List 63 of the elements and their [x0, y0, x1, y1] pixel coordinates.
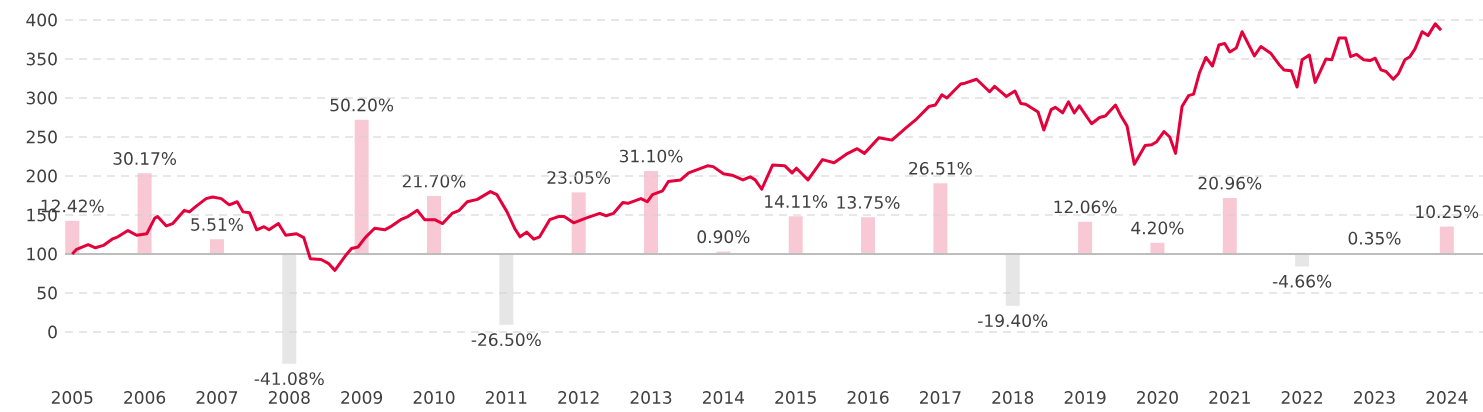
data-label: 23.05%	[547, 171, 611, 184]
bar	[1439, 226, 1454, 254]
bar	[426, 196, 441, 254]
x-tick-label: 2016	[847, 391, 889, 404]
data-label: 5.51%	[191, 218, 243, 231]
x-tick-label: 2007	[196, 391, 238, 404]
x-tick-label: 2005	[51, 391, 93, 404]
data-label: 4.20%	[1131, 221, 1184, 235]
x-tick-label: 2020	[1137, 391, 1178, 404]
y-tick-label: 400	[26, 13, 57, 27]
x-tick-label: 2010	[413, 391, 455, 404]
bar	[1005, 253, 1020, 306]
x-tick-label: 2019	[1064, 391, 1106, 404]
x-tick-label: 2023	[1354, 391, 1395, 404]
bar	[354, 119, 369, 254]
x-tick-label: 2008	[268, 391, 310, 404]
bar	[65, 220, 80, 254]
data-label: -19.40%	[978, 314, 1048, 328]
x-tick-label: 2021	[1209, 391, 1250, 404]
x-tick-label: 2014	[702, 391, 745, 404]
x-tick-label: 2017	[920, 391, 961, 404]
x-tick-label: 2022	[1281, 391, 1323, 404]
data-label: 14.11%	[765, 195, 828, 208]
x-tick-label: 2006	[124, 391, 166, 404]
x-tick-label: 2024	[1426, 391, 1468, 404]
y-tick-label: 50	[37, 286, 57, 300]
x-tick-label: 2011	[485, 391, 527, 404]
data-label: 13.75%	[837, 196, 900, 209]
x-tick-label: 2013	[630, 391, 672, 404]
data-label: 0.90%	[697, 230, 750, 244]
y-tick-label: 200	[26, 169, 57, 183]
bar	[644, 170, 659, 254]
bar	[499, 253, 514, 325]
data-label: 30.17%	[113, 152, 177, 165]
data-label: 20.96%	[1198, 176, 1262, 190]
data-label: 50.20%	[330, 98, 394, 112]
y-tick-label: 0	[48, 325, 57, 339]
y-tick-label: 350	[26, 52, 57, 66]
data-label: 12.06%	[1054, 200, 1117, 214]
x-tick-label: 2012	[558, 391, 599, 404]
data-label: -4.66%	[1272, 274, 1332, 288]
bar	[137, 173, 152, 254]
y-tick-label: 100	[27, 247, 57, 261]
bar	[571, 192, 586, 254]
data-label: 10.25%	[1416, 205, 1479, 219]
data-label: 0.35%	[1348, 231, 1401, 245]
bar	[1222, 197, 1237, 254]
bar	[788, 216, 803, 254]
x-tick-label: 2018	[992, 391, 1034, 404]
bar	[282, 253, 297, 364]
data-label: 31.10%	[619, 149, 683, 163]
x-tick-label: 2009	[341, 391, 383, 404]
data-label: -41.08%	[254, 372, 324, 386]
y-tick-label: 250	[26, 130, 57, 144]
bar	[933, 183, 948, 254]
y-tick-label: 300	[26, 91, 57, 105]
x-tick-label: 2015	[775, 391, 816, 404]
bar	[861, 217, 876, 254]
data-label: 21.70%	[402, 174, 466, 188]
bar	[209, 239, 224, 254]
data-label: -26.50%	[471, 333, 541, 347]
data-label: 26.51%	[909, 161, 972, 175]
bar	[1078, 221, 1093, 254]
